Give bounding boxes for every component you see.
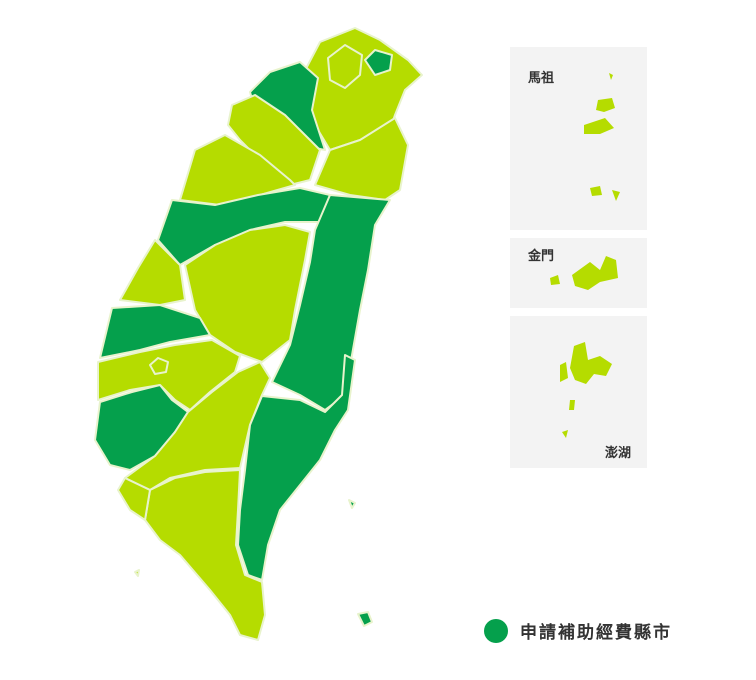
inset-kinmen-label: 金門 (527, 248, 554, 264)
penghu-island-3 (569, 400, 575, 410)
penghu-island-4 (562, 430, 568, 438)
matsu-island-5 (609, 73, 613, 80)
inset-matsu: 馬祖 (510, 47, 647, 230)
county-yilan[interactable] (314, 117, 409, 201)
county-keelung[interactable] (364, 49, 393, 76)
inset-penghu-label: 澎湖 (605, 445, 631, 461)
matsu-island-2 (584, 118, 614, 134)
county-hualien[interactable] (271, 194, 391, 411)
county-yunlin[interactable] (99, 304, 211, 359)
penghu-island-main (570, 342, 612, 384)
kinmen-island-small (550, 275, 560, 285)
county-chiayi[interactable] (97, 339, 241, 411)
matsu-island-3 (590, 186, 602, 196)
inset-penghu: 澎湖 (510, 316, 647, 468)
inset-matsu-label: 馬祖 (528, 70, 554, 86)
matsu-island-1 (596, 98, 615, 112)
island-orchid[interactable] (357, 611, 373, 627)
matsu-island-4 (612, 190, 620, 201)
island-green[interactable] (348, 499, 356, 509)
green-circle-icon (484, 618, 508, 643)
county-pingtung-coast (117, 477, 151, 521)
kinmen-island-main (572, 256, 618, 290)
legend-label: 申請補助經費縣市 (520, 623, 672, 643)
island-liuqiu (134, 569, 140, 577)
county-kaohsiung[interactable] (124, 361, 271, 491)
county-hsinchu[interactable] (227, 94, 321, 186)
penghu-island-2 (560, 362, 568, 382)
legend: 申請補助經費縣市 (484, 618, 672, 643)
county-chiayi-city[interactable] (149, 357, 169, 375)
county-pingtung[interactable] (144, 469, 266, 641)
county-taipei[interactable] (327, 44, 363, 89)
county-taitung[interactable] (237, 354, 356, 581)
inset-kinmen: 金門 (510, 238, 647, 308)
